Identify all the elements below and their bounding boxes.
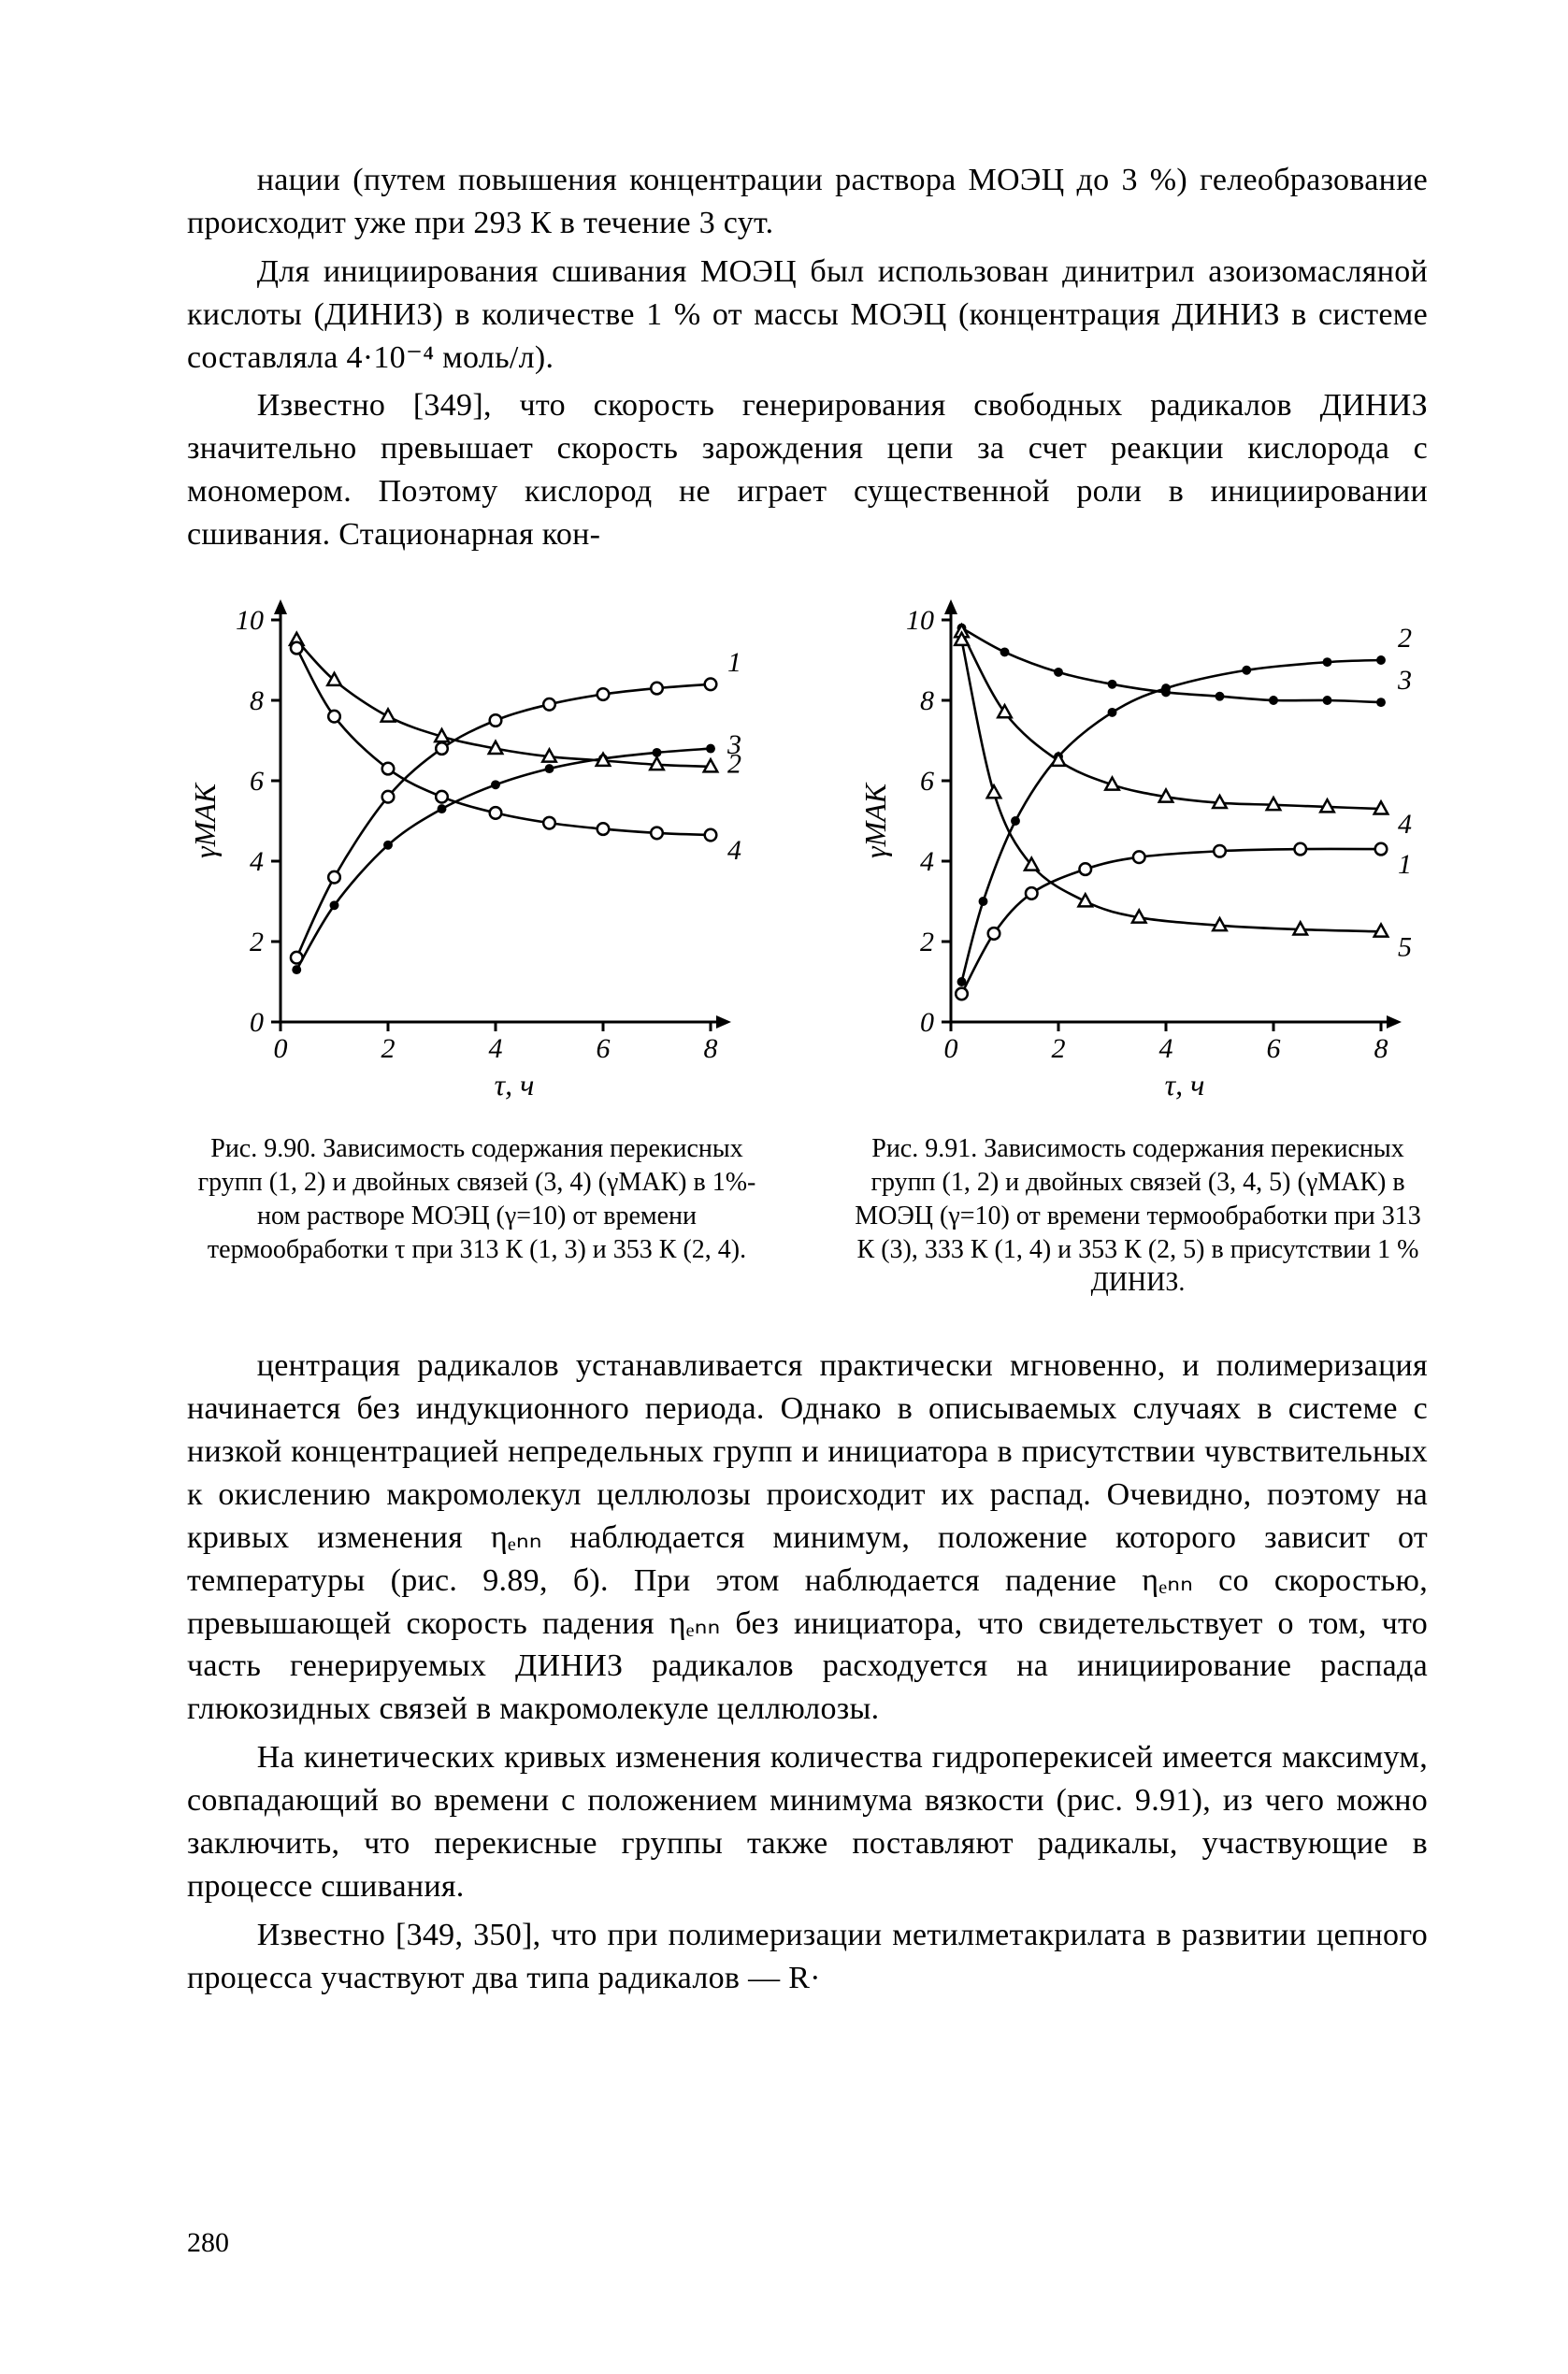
paragraph: нации (путем повышения концентрации раст… [187, 159, 1428, 245]
svg-text:10: 10 [236, 605, 264, 636]
svg-text:0: 0 [274, 1033, 288, 1064]
paragraph: Известно [349, 350], что при полимеризац… [187, 1914, 1428, 2000]
paragraph: На кинетических кривых изменения количес… [187, 1736, 1428, 1908]
svg-text:3: 3 [1397, 665, 1412, 696]
svg-text:4: 4 [920, 846, 934, 877]
svg-text:6: 6 [1267, 1033, 1281, 1064]
svg-text:4: 4 [489, 1033, 503, 1064]
svg-text:2: 2 [381, 1033, 396, 1064]
svg-text:8: 8 [920, 685, 934, 716]
chart-9-91: γМАК 0 2 4 6 8 0 2 4 6 8 10 τ, ч 1 2 3 4 5 [857, 592, 1428, 1115]
svg-text:8: 8 [704, 1033, 718, 1064]
svg-text:6: 6 [597, 1033, 611, 1064]
svg-text:4: 4 [1398, 809, 1412, 840]
svg-text:3: 3 [726, 729, 741, 760]
svg-text:2: 2 [1052, 1033, 1066, 1064]
svg-text:4: 4 [1159, 1033, 1173, 1064]
svg-text:0: 0 [250, 1007, 264, 1038]
svg-text:γМАК: γМАК [188, 782, 222, 858]
paragraph: центрация радикалов устанавливается прак… [187, 1345, 1428, 1731]
figure-9-91: γМАК 0 2 4 6 8 0 2 4 6 8 10 τ, ч 1 2 3 4 5 [857, 592, 1428, 1115]
caption-9-91: Рис. 9.91. Зависимость содержания переки… [848, 1132, 1428, 1300]
svg-text:8: 8 [250, 685, 264, 716]
chart-9-90: γМАК024680246810τ, ч1234 [187, 592, 757, 1115]
svg-text:0: 0 [944, 1033, 958, 1064]
svg-text:τ, ч: τ, ч [495, 1068, 535, 1101]
page: нации (путем повышения концентрации раст… [0, 0, 1568, 2374]
svg-text:τ, ч: τ, ч [1165, 1068, 1205, 1101]
caption-9-90: Рис. 9.90. Зависимость содержания переки… [187, 1132, 767, 1300]
svg-text:6: 6 [920, 766, 934, 797]
figure-row: γМАК 0 2 4 6 8 0 2 4 6 8 10 τ, ч 1 2 3 4 γМАК 0 2 4 6 8 0 2 4 6 8 1… [187, 592, 1428, 1115]
paragraph: Известно [349], что скорость генерирован… [187, 384, 1428, 556]
svg-text:6: 6 [250, 766, 264, 797]
svg-text:1: 1 [727, 647, 741, 678]
svg-text:8: 8 [1374, 1033, 1388, 1064]
svg-text:γМАК: γМАК [858, 782, 892, 858]
caption-row: Рис. 9.90. Зависимость содержания переки… [187, 1132, 1428, 1300]
svg-text:5: 5 [1398, 931, 1412, 962]
paragraph: Для инициирования сшивания МОЭЦ был испо… [187, 251, 1428, 380]
svg-text:1: 1 [1398, 849, 1412, 880]
figure-9-90: γМАК024680246810τ, ч1234 [187, 592, 757, 1115]
svg-text:10: 10 [906, 605, 934, 636]
svg-text:2: 2 [1398, 623, 1412, 654]
svg-text:4: 4 [250, 846, 264, 877]
svg-text:4: 4 [727, 835, 741, 866]
svg-text:2: 2 [920, 927, 934, 957]
svg-text:0: 0 [920, 1007, 934, 1038]
page-number: 280 [187, 2224, 229, 2263]
svg-text:2: 2 [250, 927, 264, 957]
